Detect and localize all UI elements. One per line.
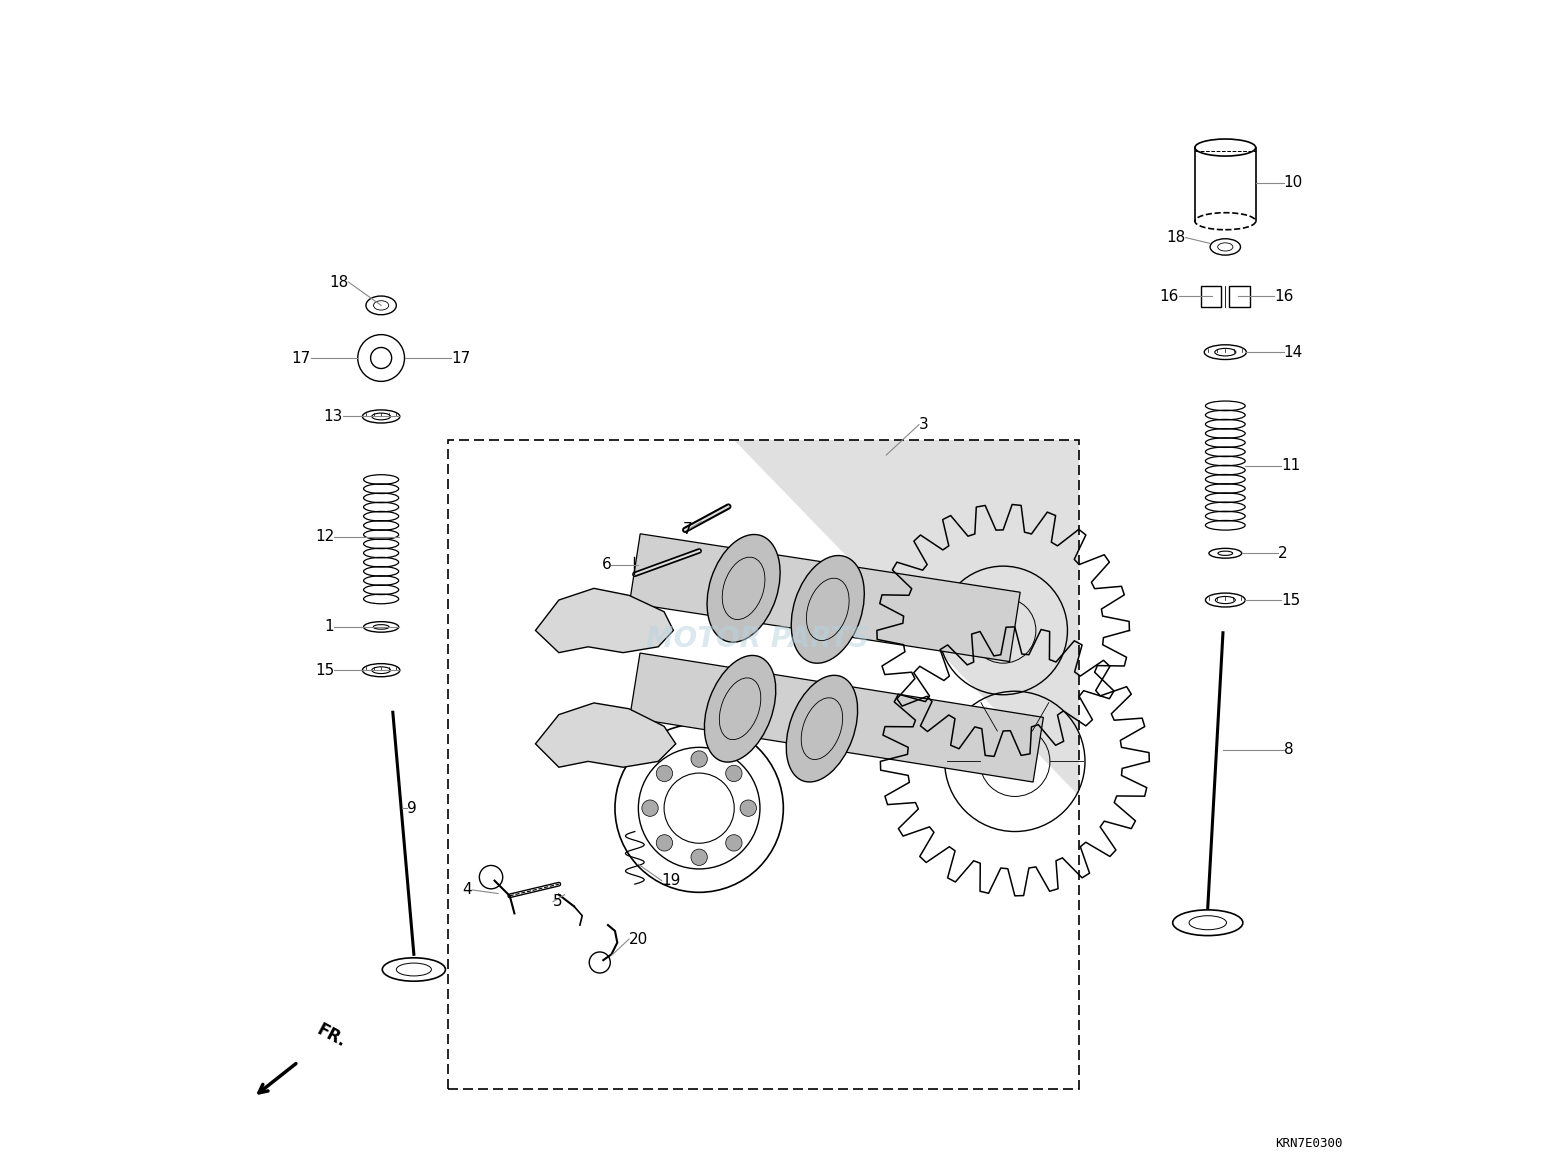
Text: 15: 15 — [1281, 593, 1301, 607]
Polygon shape — [734, 440, 1079, 797]
Ellipse shape — [708, 534, 779, 642]
Circle shape — [580, 602, 620, 645]
Polygon shape — [629, 653, 1043, 782]
Circle shape — [656, 834, 673, 851]
Text: 18: 18 — [1167, 230, 1186, 245]
Text: 17: 17 — [292, 350, 311, 366]
Text: 15: 15 — [316, 662, 334, 677]
Circle shape — [656, 765, 673, 782]
Text: 7: 7 — [683, 523, 692, 538]
Bar — [1229, 286, 1250, 307]
Polygon shape — [536, 588, 673, 653]
Text: FR.: FR. — [314, 1021, 348, 1051]
Text: 4: 4 — [462, 883, 472, 898]
Circle shape — [726, 765, 742, 782]
Text: 9: 9 — [406, 800, 417, 816]
Text: 8: 8 — [1284, 742, 1293, 757]
Text: 3: 3 — [918, 417, 929, 432]
Text: 6: 6 — [601, 558, 611, 572]
Text: 10: 10 — [1284, 175, 1303, 190]
Bar — [1201, 286, 1221, 307]
Text: 17: 17 — [451, 350, 470, 366]
Ellipse shape — [704, 655, 776, 762]
Text: 1: 1 — [325, 620, 334, 634]
Text: 18: 18 — [330, 274, 348, 289]
Text: 12: 12 — [316, 530, 334, 544]
Ellipse shape — [792, 556, 864, 663]
Text: 2: 2 — [1278, 546, 1287, 560]
Circle shape — [690, 849, 708, 865]
Text: 20: 20 — [629, 932, 648, 947]
Text: 5: 5 — [553, 894, 562, 909]
Text: 14: 14 — [1284, 345, 1303, 360]
Text: 16: 16 — [1275, 288, 1293, 304]
Polygon shape — [629, 533, 1020, 661]
Circle shape — [580, 717, 620, 759]
Circle shape — [726, 834, 742, 851]
Text: 16: 16 — [1159, 288, 1179, 304]
Text: KRN7E0300: KRN7E0300 — [1275, 1137, 1342, 1150]
Polygon shape — [536, 703, 676, 768]
Circle shape — [740, 800, 756, 817]
Text: 19: 19 — [662, 873, 681, 888]
Circle shape — [642, 800, 658, 817]
Text: 11: 11 — [1281, 458, 1301, 473]
Text: MOTOR PARTS: MOTOR PARTS — [647, 625, 868, 653]
Ellipse shape — [786, 675, 858, 782]
Text: 13: 13 — [323, 409, 342, 424]
Bar — [448, 440, 1079, 1089]
Circle shape — [690, 751, 708, 768]
